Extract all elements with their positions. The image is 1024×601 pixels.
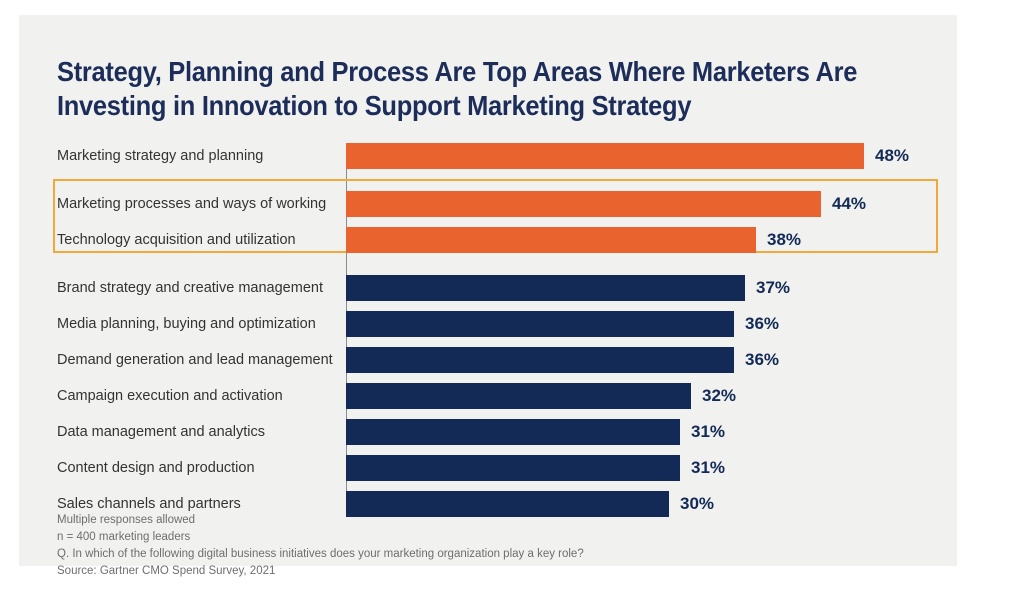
category-label: Demand generation and lead management — [57, 352, 337, 368]
bar-row: Demand generation and lead management 36… — [57, 347, 937, 373]
value-label: 32% — [702, 386, 736, 406]
bar-row: Marketing processes and ways of working … — [57, 191, 937, 217]
category-label: Brand strategy and creative management — [57, 280, 337, 296]
chart-title: Strategy, Planning and Process Are Top A… — [57, 55, 919, 122]
bar-row: Data management and analytics 31% — [57, 419, 937, 445]
bar-value — [346, 275, 745, 301]
bar-value — [346, 311, 734, 337]
footnote-4: Source: Gartner CMO Spend Survey, 2021 — [57, 563, 877, 580]
category-label: Sales channels and partners — [57, 496, 337, 512]
footnote-1: Multiple responses allowed — [57, 512, 877, 529]
category-label: Campaign execution and activation — [57, 388, 337, 404]
bar-row: Marketing strategy and planning 48% — [57, 143, 937, 169]
bar-row: Brand strategy and creative management 3… — [57, 275, 937, 301]
bar-row: Content design and production 31% — [57, 455, 937, 481]
value-label: 31% — [691, 422, 725, 442]
bar-value — [346, 347, 734, 373]
footnote-3: Q. In which of the following digital bus… — [57, 546, 877, 563]
category-label: Marketing strategy and planning — [57, 148, 337, 164]
value-label: 36% — [745, 350, 779, 370]
value-label: 37% — [756, 278, 790, 298]
bar-value — [346, 419, 680, 445]
value-label: 38% — [767, 230, 801, 250]
bar-row: Technology acquisition and utilization 3… — [57, 227, 937, 253]
value-label: 30% — [680, 494, 714, 514]
value-label: 31% — [691, 458, 725, 478]
value-label: 36% — [745, 314, 779, 334]
value-label: 44% — [832, 194, 866, 214]
category-label: Data management and analytics — [57, 424, 337, 440]
bar-value — [346, 455, 680, 481]
chart-card: Strategy, Planning and Process Are Top A… — [19, 15, 957, 566]
bar-row: Media planning, buying and optimization … — [57, 311, 937, 337]
category-label: Technology acquisition and utilization — [57, 232, 337, 248]
category-label: Marketing processes and ways of working — [57, 196, 337, 212]
bar-value — [346, 383, 691, 409]
category-label: Content design and production — [57, 460, 337, 476]
bar-value — [346, 143, 864, 169]
bar-row: Campaign execution and activation 32% — [57, 383, 937, 409]
footnote-2: n = 400 marketing leaders — [57, 529, 877, 546]
value-label: 48% — [875, 146, 909, 166]
bar-chart: Marketing strategy and planning 48% Mark… — [57, 143, 937, 518]
bar-value — [346, 191, 821, 217]
category-label: Media planning, buying and optimization — [57, 316, 337, 332]
bar-value — [346, 227, 756, 253]
footnotes-block: Multiple responses allowed n = 400 marke… — [57, 512, 877, 580]
